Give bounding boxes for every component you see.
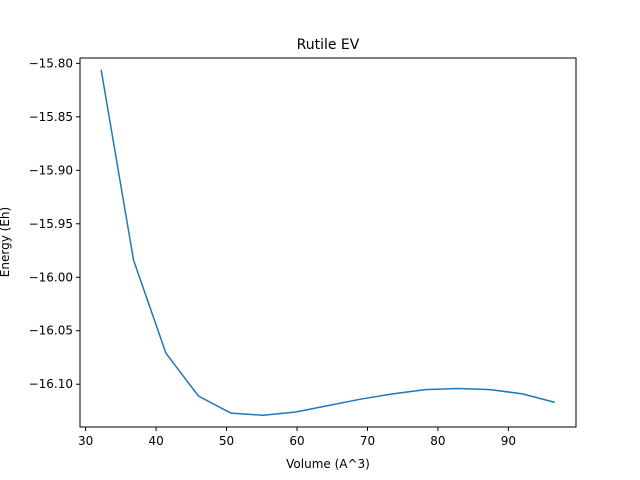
axes-frame	[79, 57, 577, 428]
y-tick-label: −15.95	[29, 217, 73, 231]
y-tick-label: −15.80	[29, 56, 73, 70]
plot-area: 30 40 50 60 70 80 90 −15.80 −15.85 −15.90 −15.95 −1…	[29, 56, 556, 448]
x-tick-label: 40	[148, 434, 163, 448]
x-tick-label: 60	[289, 434, 304, 448]
x-tick-label: 30	[78, 434, 93, 448]
y-tick-label: −15.90	[29, 163, 73, 177]
series-line	[100, 69, 556, 416]
chart-title: Rutile EV	[297, 37, 360, 53]
x-tick-label: 70	[360, 434, 375, 448]
x-axis-label: Volume (A^3)	[286, 457, 370, 471]
y-tick-label: −15.85	[29, 110, 73, 124]
x-tick-label: 90	[501, 434, 516, 448]
y-axis-label: Energy (Eh)	[0, 207, 12, 277]
y-tick-label: −16.00	[29, 270, 73, 284]
y-tick-label: −16.05	[29, 324, 73, 338]
y-tick-label: −16.10	[29, 377, 73, 391]
x-tick-label: 50	[219, 434, 234, 448]
x-tick-label: 80	[430, 434, 445, 448]
